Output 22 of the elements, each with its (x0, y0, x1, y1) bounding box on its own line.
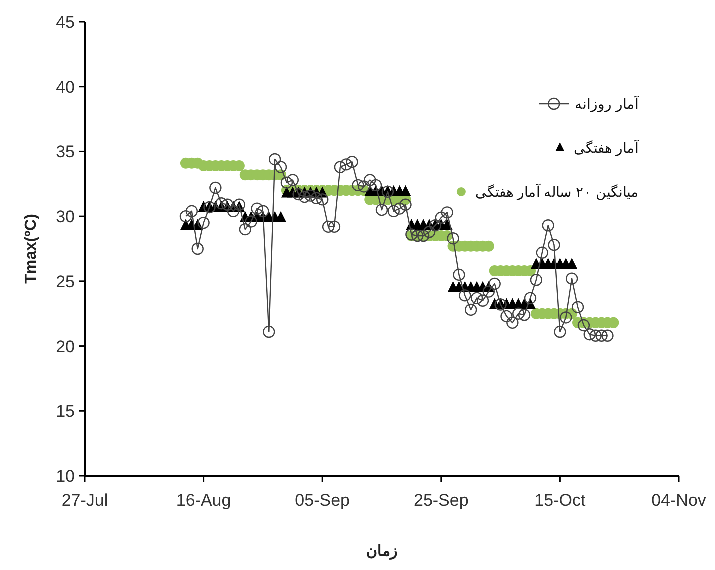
point (400, 185, 412, 196)
y-tick-label: 45 (56, 13, 75, 32)
y-tick-label: 10 (56, 467, 75, 486)
y-tick-label: 15 (56, 402, 75, 422)
x-tick-label: 15-Oct (534, 491, 586, 510)
y-tick-label: 35 (56, 142, 75, 162)
y-tick-label: 25 (56, 272, 75, 292)
point (566, 258, 578, 270)
y-axis-title: Tmax(ºC) (23, 214, 40, 284)
legend-label: میانگین ۲۰ ساله آمار هفتگی (475, 183, 639, 201)
x-tick-label: 16-Aug (176, 491, 232, 510)
y-tick-label: 40 (56, 78, 75, 97)
x-tick-label: 25-Sep (414, 491, 469, 510)
x-tick-label: 04-Nov (652, 491, 707, 510)
x-tick-label: 27-Jul (62, 491, 108, 510)
point (276, 211, 287, 222)
x-tick-label: 05-Sep (295, 491, 350, 510)
legend-label: آمار هفتگی (574, 139, 640, 157)
y-tick-label: 20 (56, 337, 75, 356)
legend-label: آمار روزانه (575, 95, 640, 113)
y-tick-label: 30 (56, 208, 75, 227)
x-axis-title: زمان (366, 543, 398, 560)
